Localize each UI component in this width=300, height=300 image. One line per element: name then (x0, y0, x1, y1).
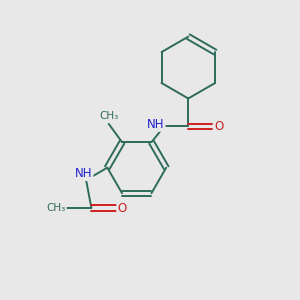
Text: NH: NH (75, 167, 92, 180)
Text: CH₃: CH₃ (99, 111, 119, 121)
Text: NH: NH (147, 118, 165, 131)
Text: O: O (214, 120, 224, 133)
Text: CH₃: CH₃ (46, 203, 66, 213)
Text: O: O (117, 202, 127, 214)
